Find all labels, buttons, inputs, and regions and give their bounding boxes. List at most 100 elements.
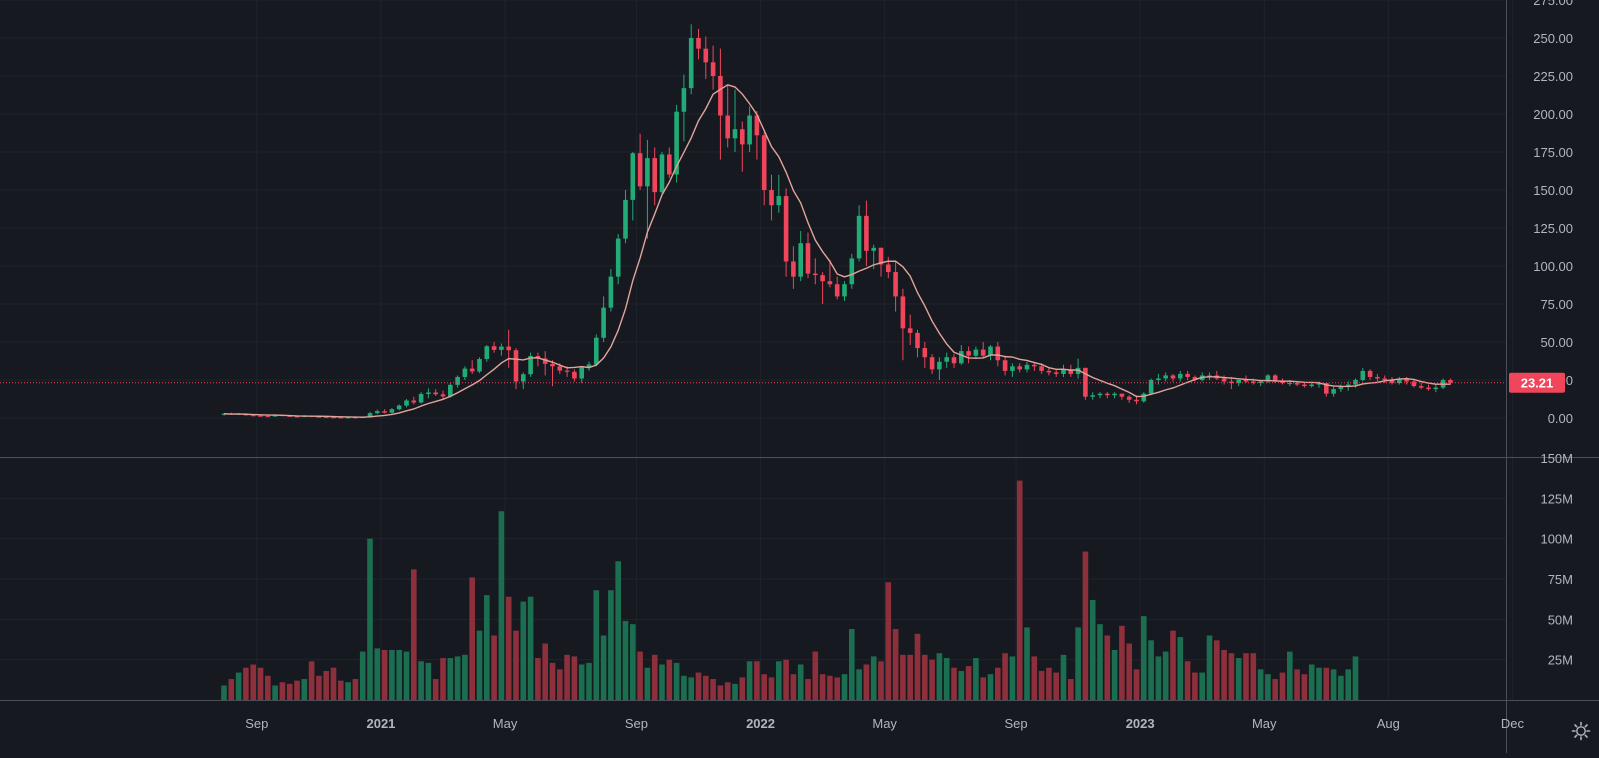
candle[interactable] xyxy=(1411,380,1417,388)
volume-bar[interactable] xyxy=(564,654,570,700)
volume-bar[interactable] xyxy=(403,651,410,700)
candle[interactable] xyxy=(506,329,511,368)
volume-bar[interactable] xyxy=(1301,674,1308,700)
volume-bar[interactable] xyxy=(1162,651,1169,700)
candle[interactable] xyxy=(791,246,796,289)
volume-bar[interactable] xyxy=(936,653,943,700)
volume-bar[interactable] xyxy=(425,662,432,700)
volume-bar[interactable] xyxy=(703,675,709,700)
volume-bar[interactable] xyxy=(732,683,738,700)
candle[interactable] xyxy=(1002,355,1008,376)
candle[interactable] xyxy=(1163,372,1168,382)
candle[interactable] xyxy=(601,296,606,342)
candle[interactable] xyxy=(1185,370,1190,380)
candle[interactable] xyxy=(542,351,548,376)
volume-bar[interactable] xyxy=(1330,669,1337,700)
volume-bar[interactable] xyxy=(812,651,819,700)
volume-bar[interactable] xyxy=(1119,625,1125,700)
volume-bar[interactable] xyxy=(381,649,388,700)
volume-bar[interactable] xyxy=(666,659,673,700)
candle[interactable] xyxy=(491,342,497,353)
volume-bar[interactable] xyxy=(593,590,600,700)
candle[interactable] xyxy=(973,346,979,359)
candle[interactable] xyxy=(893,261,898,312)
volume-bar[interactable] xyxy=(863,664,870,700)
volume-bar[interactable] xyxy=(1046,667,1052,700)
volume-bar[interactable] xyxy=(965,666,972,700)
volume-bar[interactable] xyxy=(1126,643,1132,700)
volume-bar[interactable] xyxy=(1053,672,1059,700)
volume-bar[interactable] xyxy=(907,654,913,700)
volume-bar[interactable] xyxy=(411,569,417,700)
candle[interactable] xyxy=(1236,378,1241,387)
volume-bar[interactable] xyxy=(1133,669,1140,700)
candle[interactable] xyxy=(696,28,701,60)
candle[interactable] xyxy=(608,269,614,312)
volume-bar[interactable] xyxy=(856,669,862,700)
candle[interactable] xyxy=(1367,369,1373,380)
candle[interactable] xyxy=(433,389,438,396)
volume-bar[interactable] xyxy=(235,672,242,700)
candle[interactable] xyxy=(499,343,504,356)
candle[interactable] xyxy=(937,357,942,380)
volume-bar[interactable] xyxy=(929,659,935,700)
volume-bar[interactable] xyxy=(724,682,731,700)
volume-bar[interactable] xyxy=(389,649,395,700)
candle[interactable] xyxy=(747,106,752,152)
candle[interactable] xyxy=(630,152,636,221)
volume-bar[interactable] xyxy=(418,661,424,700)
volume-bar[interactable] xyxy=(951,667,957,700)
volume-bar[interactable] xyxy=(1031,656,1038,700)
volume-bar[interactable] xyxy=(922,654,928,700)
candle[interactable] xyxy=(440,390,446,399)
candle[interactable] xyxy=(915,329,920,358)
candle[interactable] xyxy=(907,314,913,346)
volume-bar[interactable] xyxy=(659,664,665,700)
volume-bar[interactable] xyxy=(586,662,592,700)
volume-bar[interactable] xyxy=(505,596,512,700)
candle[interactable] xyxy=(448,383,453,398)
candle[interactable] xyxy=(1097,392,1103,399)
volume-bar[interactable] xyxy=(513,630,519,700)
candle[interactable] xyxy=(1126,395,1132,403)
candle[interactable] xyxy=(944,352,949,368)
candle[interactable] xyxy=(586,361,592,371)
volume-bar[interactable] xyxy=(367,538,373,700)
volume-bar[interactable] xyxy=(746,661,753,700)
candle[interactable] xyxy=(856,205,862,262)
volume-bar[interactable] xyxy=(695,672,702,700)
candle[interactable] xyxy=(1010,363,1015,377)
volume-bar[interactable] xyxy=(834,677,840,700)
candle[interactable] xyxy=(1426,384,1431,391)
chart-settings-button[interactable] xyxy=(1568,718,1594,744)
candle[interactable] xyxy=(521,372,526,390)
candle[interactable] xyxy=(1389,376,1395,385)
candle[interactable] xyxy=(761,132,767,206)
volume-bar[interactable] xyxy=(1148,640,1154,700)
volume-bar[interactable] xyxy=(688,677,694,700)
volume-bar[interactable] xyxy=(323,670,329,700)
volume-bar[interactable] xyxy=(330,667,337,700)
volume-bar[interactable] xyxy=(301,679,308,700)
volume-bar[interactable] xyxy=(1279,672,1286,700)
candle[interactable] xyxy=(1075,358,1081,379)
candle[interactable] xyxy=(1017,363,1022,373)
candle[interactable] xyxy=(710,45,716,90)
candle[interactable] xyxy=(776,174,782,213)
candle[interactable] xyxy=(1032,361,1037,371)
candle[interactable] xyxy=(827,259,833,288)
volume-bar[interactable] xyxy=(600,635,607,700)
candle[interactable] xyxy=(1046,367,1052,376)
volume-bar[interactable] xyxy=(498,511,505,700)
volume-bar[interactable] xyxy=(454,656,461,700)
volume-bar[interactable] xyxy=(432,679,439,700)
candle[interactable] xyxy=(550,360,555,387)
candle[interactable] xyxy=(980,342,986,358)
volume-bar[interactable] xyxy=(308,661,315,700)
volume-bar[interactable] xyxy=(754,661,760,700)
candle[interactable] xyxy=(1061,364,1066,377)
volume-bar[interactable] xyxy=(1068,679,1074,700)
volume-bar[interactable] xyxy=(637,651,643,700)
candle[interactable] xyxy=(929,354,935,374)
